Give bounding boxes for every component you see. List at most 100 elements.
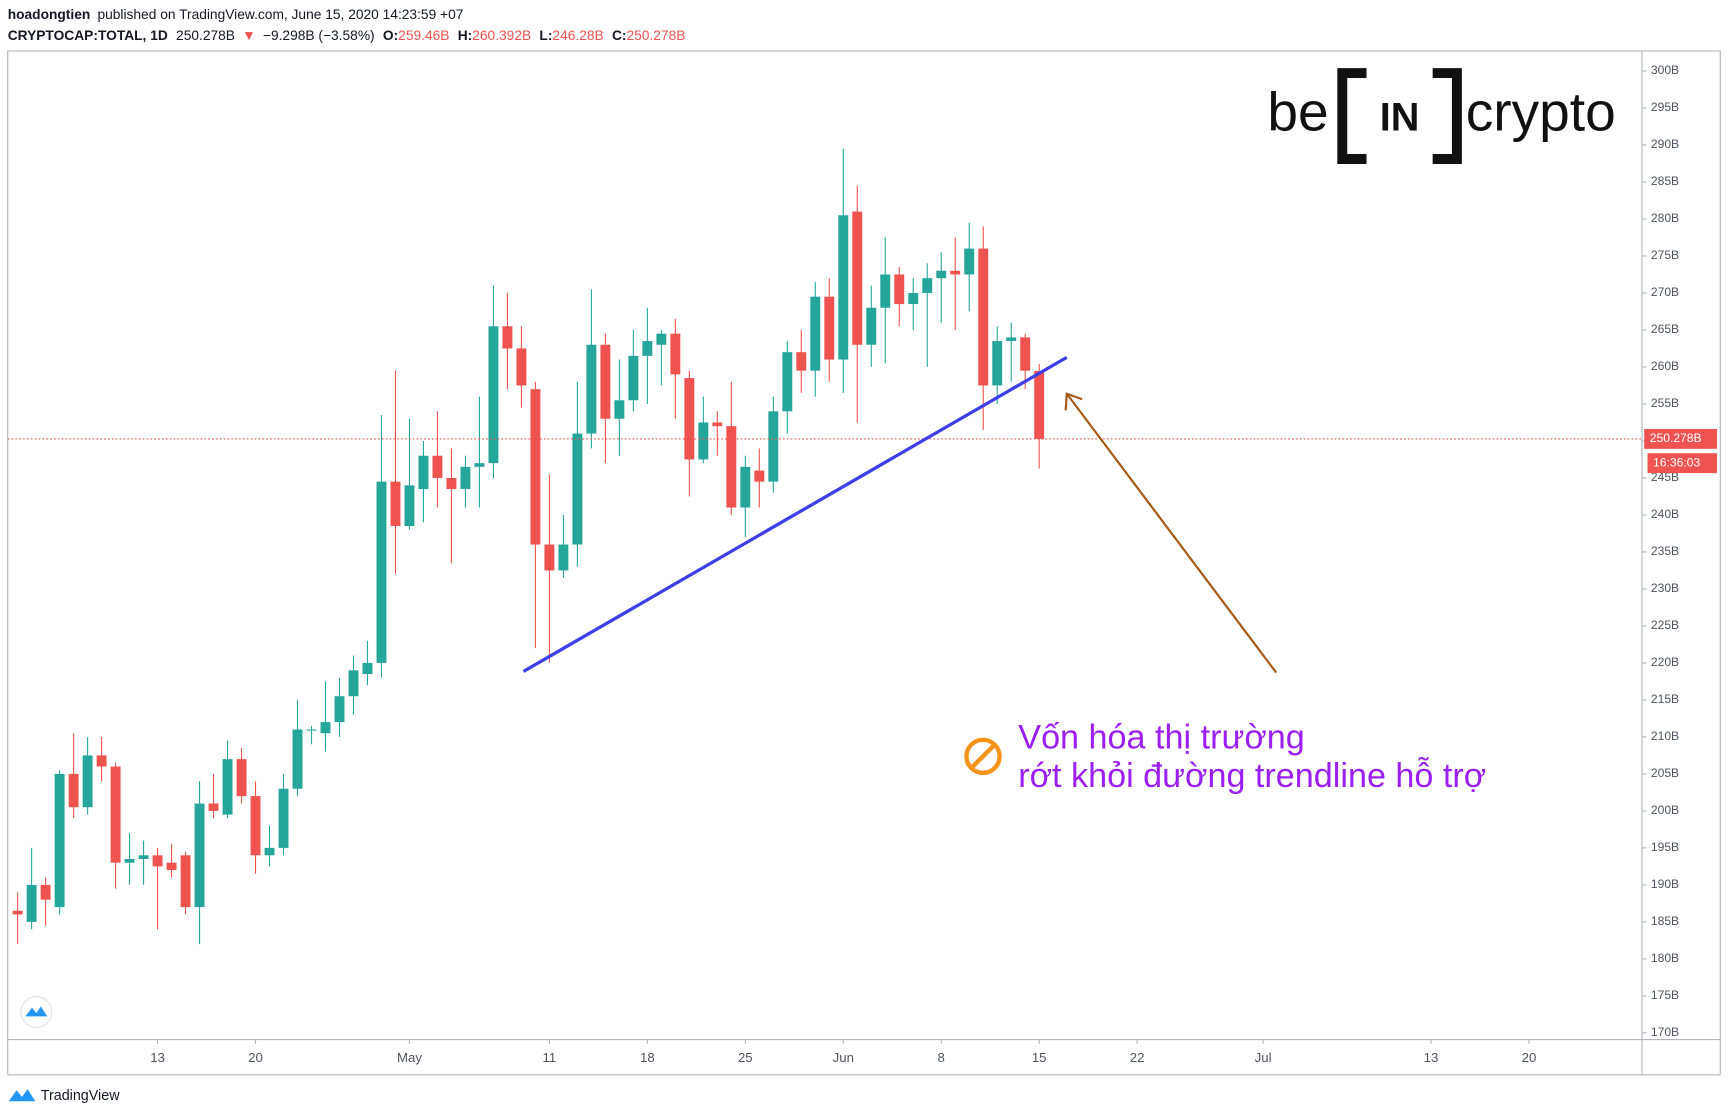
ohlc-value: 259.46B — [398, 28, 449, 43]
countdown-box — [1647, 453, 1717, 474]
candle-body — [152, 855, 163, 867]
ohlc-label: C: — [612, 28, 627, 43]
candle-body — [264, 847, 275, 856]
candle-body — [614, 400, 625, 419]
candle-body — [474, 463, 485, 467]
footer: TradingView — [41, 1088, 120, 1104]
candle-body — [950, 270, 961, 275]
ohlc-value: 246.28B — [552, 28, 603, 43]
candle-body — [768, 411, 779, 482]
candle-body — [600, 344, 611, 419]
price-label: 250.278B — [1650, 431, 1702, 445]
candle-body — [68, 773, 79, 808]
candle-body — [1034, 370, 1045, 439]
ohlc-value: 260.392B — [472, 28, 531, 43]
candle-body — [334, 696, 345, 723]
candle-body — [110, 766, 121, 863]
candle-body — [670, 333, 681, 375]
candle-body — [292, 729, 303, 789]
candle-body — [628, 355, 639, 401]
tv-badge[interactable] — [20, 996, 53, 1028]
plot — [7, 148, 1643, 945]
published: published on TradingView.com, June 15, 2… — [97, 7, 463, 22]
candle-body — [894, 274, 905, 305]
x-tick-label: Jul — [1255, 1050, 1272, 1065]
candle-body — [824, 296, 835, 360]
no-entry-icon — [970, 743, 996, 769]
candle-body — [446, 477, 457, 490]
candle-body — [460, 466, 471, 490]
y-tick-label: 260B — [1651, 359, 1679, 373]
candle-body — [516, 348, 527, 386]
candle-body — [124, 859, 135, 863]
candle-body — [236, 759, 247, 797]
candle-body — [488, 326, 499, 464]
candle-body — [740, 466, 751, 508]
y-tick-label: 180B — [1651, 951, 1679, 965]
y-tick-label: 265B — [1651, 322, 1679, 336]
y-tick-label: 185B — [1651, 914, 1679, 928]
y-tick-label: 230B — [1651, 581, 1679, 595]
header-line-1: hoadongtien published on TradingView.com… — [8, 7, 464, 22]
x-tick-label: 20 — [248, 1050, 263, 1065]
candle-body — [642, 341, 653, 356]
x-tick-label: 13 — [1424, 1050, 1439, 1065]
x-tick-label: 13 — [150, 1050, 165, 1065]
y-tick-label: 195B — [1651, 840, 1679, 854]
annotation-text: Vốn hóa thị trường — [1018, 719, 1304, 757]
candle-body — [502, 326, 513, 349]
candle-body — [698, 422, 709, 460]
countdown: 16:36:03 — [1653, 455, 1700, 469]
candle-body — [362, 662, 373, 675]
candle-body — [852, 211, 863, 345]
candle-body — [54, 773, 65, 908]
x-tick-label: 20 — [1522, 1050, 1537, 1065]
ohlc-value: 250.278B — [626, 28, 685, 43]
candle-body — [796, 352, 807, 371]
y-tick-label: 190B — [1651, 877, 1679, 891]
candle-body — [278, 788, 289, 848]
y-tick-label: 205B — [1651, 766, 1679, 780]
y-tick-label: 300B — [1651, 63, 1679, 77]
candle-body — [782, 352, 793, 412]
candle-body — [40, 884, 51, 900]
header-line-2: CRYPTOCAP:TOTAL, 1D 250.278B ▼ −9.298B (… — [8, 28, 686, 43]
change-arrow: ▼ — [242, 28, 256, 43]
candle-body — [712, 422, 723, 427]
x-tick-label: May — [397, 1050, 422, 1065]
candle-body — [992, 341, 1003, 386]
y-tick-label: 170B — [1651, 1025, 1679, 1039]
price-box — [1644, 428, 1717, 449]
x-tick-label: 15 — [1032, 1050, 1047, 1065]
y-tick-label: 285B — [1651, 174, 1679, 188]
candle-body — [418, 455, 429, 490]
candle-body — [320, 722, 331, 734]
y-tick-label: 200B — [1651, 803, 1679, 817]
y-tick-label: 280B — [1651, 211, 1679, 225]
candle-body — [544, 544, 555, 571]
logo-text: crypto — [1466, 80, 1616, 142]
candle-body — [404, 485, 415, 527]
y-tick-label: 270B — [1651, 285, 1679, 299]
y-tick-label: 220B — [1651, 655, 1679, 669]
candle-body — [586, 344, 597, 434]
x-tick-label: 18 — [640, 1050, 655, 1065]
candle-body — [558, 544, 569, 571]
x-tick-label: 8 — [938, 1050, 945, 1065]
arrow — [1065, 393, 1278, 674]
x-tick-label: 22 — [1130, 1050, 1145, 1065]
candle-body — [1020, 337, 1031, 371]
logo-text: be — [1267, 80, 1328, 142]
candle-body — [530, 389, 541, 545]
candle-body — [138, 855, 149, 860]
y-tick-label: 295B — [1651, 100, 1679, 114]
candle-body — [880, 274, 891, 308]
candle-body — [936, 270, 947, 279]
y-tick-label: 275B — [1651, 248, 1679, 262]
candle-body — [866, 307, 877, 345]
y-tick-label: 215B — [1651, 692, 1679, 706]
candle-body — [656, 333, 667, 345]
annotation: Vốn hóa thị trường rớt khỏi đường trendl… — [964, 719, 1486, 795]
candle-body — [250, 796, 261, 856]
candle-body — [1006, 337, 1017, 342]
